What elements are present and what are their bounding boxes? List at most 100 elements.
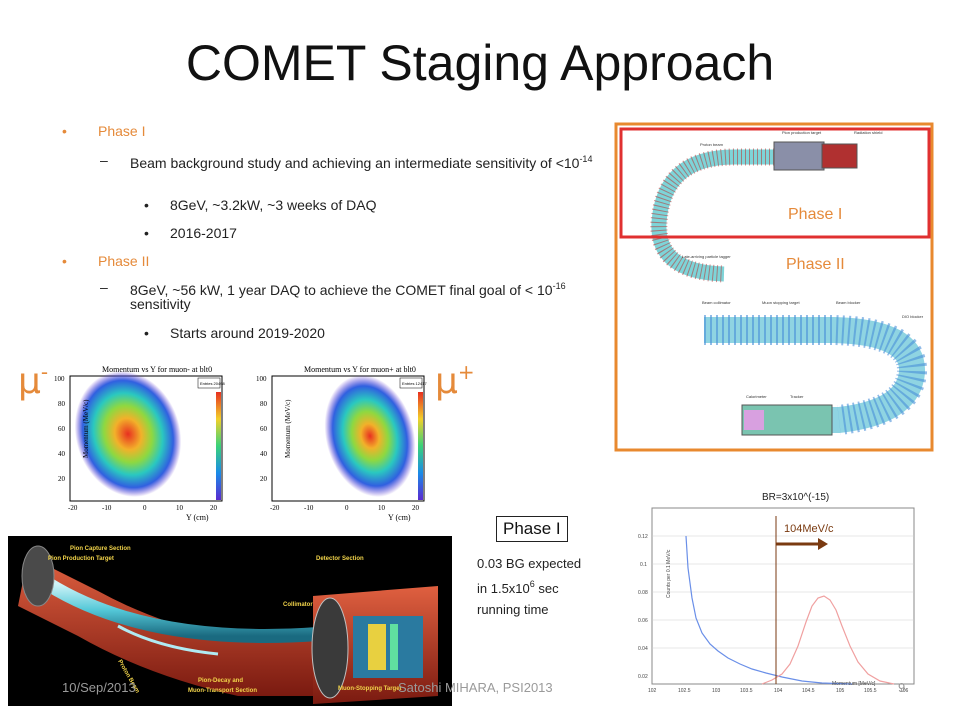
svg-text:Muon-Stopping Target: Muon-Stopping Target <box>338 686 402 692</box>
stats-text: Entries 20498 <box>200 381 225 386</box>
arrow-label: 104MeV/c <box>784 523 834 535</box>
svg-text:Beam blocker: Beam blocker <box>836 300 861 305</box>
svg-text:104.5: 104.5 <box>802 688 815 694</box>
phase2-box-label: Phase II <box>786 256 845 273</box>
svg-text:102: 102 <box>648 688 657 694</box>
y-ticks: 100 80 60 40 20 <box>54 375 66 483</box>
x-ticks: -20 -10 0 10 20 <box>68 504 218 512</box>
svg-text:10: 10 <box>176 504 184 512</box>
svg-text:DIO blocker: DIO blocker <box>902 314 924 319</box>
pipe-highlight <box>117 624 219 656</box>
momentum-spectrum-plot: BR=3x10^(-15) 0.12 0.1 0.08 0.06 0.04 0.… <box>622 488 922 698</box>
svg-text:0.06: 0.06 <box>638 618 648 624</box>
plot-title: Momentum vs Y for muon+ at blt0 <box>304 365 416 374</box>
momentum-vs-y-muminus-plot: Momentum vs Y for muon- at blt0 Entries … <box>50 362 230 525</box>
svg-text:Pion Capture Section: Pion Capture Section <box>70 546 131 552</box>
spectrum-title: BR=3x10^(-15) <box>762 492 829 503</box>
comet-cad-rendering: Pion Capture Section Pion Production Tar… <box>8 536 452 706</box>
bullet-dot-icon: • <box>144 325 149 341</box>
capture-solenoid <box>21 545 55 607</box>
svg-text:Muon stopping target: Muon stopping target <box>762 300 800 305</box>
bullet-dot-icon: • <box>62 253 67 269</box>
svg-text:105.5: 105.5 <box>864 688 877 694</box>
dio-background-spectrum <box>685 535 853 685</box>
svg-text:Muon-Transport Section: Muon-Transport Section <box>188 688 257 694</box>
svg-text:-20: -20 <box>270 504 280 512</box>
svg-text:0: 0 <box>143 504 147 512</box>
density-blob <box>324 375 416 497</box>
phase1-callout: Phase I <box>496 516 568 542</box>
background-note: 0.03 BG expected in 1.5x106 sec running … <box>477 556 582 617</box>
svg-text:Radiation shield: Radiation shield <box>854 130 882 135</box>
svg-text:0.04: 0.04 <box>638 646 648 652</box>
svg-text:20: 20 <box>260 475 268 483</box>
muon-stopping-target-block <box>368 624 386 670</box>
svg-text:80: 80 <box>58 400 66 408</box>
calorimeter-block <box>744 410 764 430</box>
svg-text:0.1: 0.1 <box>640 562 647 568</box>
svg-text:Pion production target: Pion production target <box>782 130 822 135</box>
plot-ylabel: Momentum (MeV/c) <box>284 399 292 458</box>
footer-author: Satoshi MIHARA, PSI2013 <box>398 680 553 695</box>
svg-text:-10: -10 <box>304 504 314 512</box>
svg-text:104: 104 <box>774 688 783 694</box>
detector-opening <box>311 597 349 699</box>
svg-text:105: 105 <box>836 688 845 694</box>
svg-text:40: 40 <box>58 450 66 458</box>
pion-production-block <box>773 141 825 171</box>
solenoid-coils <box>704 315 927 435</box>
pion-transport-solenoid <box>651 149 854 282</box>
detector-body <box>353 616 423 678</box>
svg-text:60: 60 <box>260 425 268 433</box>
color-scale <box>216 392 221 500</box>
comet-layout-diagram: Proton beam Pion production target Radia… <box>614 122 934 452</box>
stats-box <box>399 377 423 389</box>
svg-text:Pion-Decay and: Pion-Decay and <box>198 678 243 684</box>
y-ticks: 100 80 60 40 20 <box>256 375 268 483</box>
footer-page-number: 9 <box>898 680 906 695</box>
bullet-phase1-label: Phase I <box>98 123 146 139</box>
spectrum-x-ticks: 102 102.5 103 103.5 104 104.5 105 105.5 … <box>648 688 909 694</box>
phase2-goal-tail: sensitivity <box>130 296 191 312</box>
plot-frame <box>69 375 223 502</box>
svg-text:40: 40 <box>260 450 268 458</box>
slide-title: COMET Staging Approach <box>185 35 775 91</box>
density-blob <box>74 371 182 497</box>
radiation-shield <box>821 143 858 169</box>
conversion-signal-spectrum <box>761 595 895 685</box>
svg-text:103.5: 103.5 <box>740 688 753 694</box>
mu-plus-label: μ+ <box>435 360 475 402</box>
footer-date: 10/Sep/2013 <box>62 680 136 695</box>
mu-minus-label: μ- <box>18 360 49 402</box>
plot-ylabel: Momentum (MeV/c) <box>82 399 90 458</box>
svg-text:20: 20 <box>58 475 66 483</box>
svg-text:0: 0 <box>345 504 349 512</box>
svg-text:Proton beam: Proton beam <box>700 142 724 147</box>
plot-background <box>622 488 922 698</box>
bullet-dot-icon: • <box>144 197 149 213</box>
plot-frame <box>271 375 425 502</box>
svg-text:Tracker: Tracker <box>790 394 804 399</box>
svg-text:0.02: 0.02 <box>638 674 648 680</box>
bullet-dot-icon: • <box>144 225 149 241</box>
svg-text:Late-arriving particle tagger: Late-arriving particle tagger <box>682 254 731 259</box>
svg-text:-20: -20 <box>68 504 78 512</box>
svg-text:-10: -10 <box>102 504 112 512</box>
stats-box <box>197 377 221 389</box>
spectrum-xlabel: Momentum [MeV/c] <box>832 681 876 687</box>
phase1-box-label: Phase I <box>788 206 843 223</box>
phase1-box <box>619 127 931 239</box>
svg-text:10: 10 <box>378 504 386 512</box>
svg-text:Collimator: Collimator <box>283 602 313 608</box>
plot-xlabel: Y (cm) <box>186 513 209 522</box>
tracker-block <box>390 624 398 670</box>
arrow-icon <box>818 538 828 550</box>
svg-text:0.12: 0.12 <box>638 534 648 540</box>
phase1-goal-text: Beam background study and achieving an i… <box>130 155 580 171</box>
svg-text:Pion Production Target: Pion Production Target <box>48 556 114 562</box>
bullet-phase2-label: Phase II <box>98 253 150 269</box>
grid-lines <box>652 535 914 649</box>
spectrum-ylabel: Counts per 0.1 MeV/c <box>666 549 672 598</box>
svg-text:80: 80 <box>260 400 268 408</box>
stats-text: Entries 12417 <box>402 381 427 386</box>
